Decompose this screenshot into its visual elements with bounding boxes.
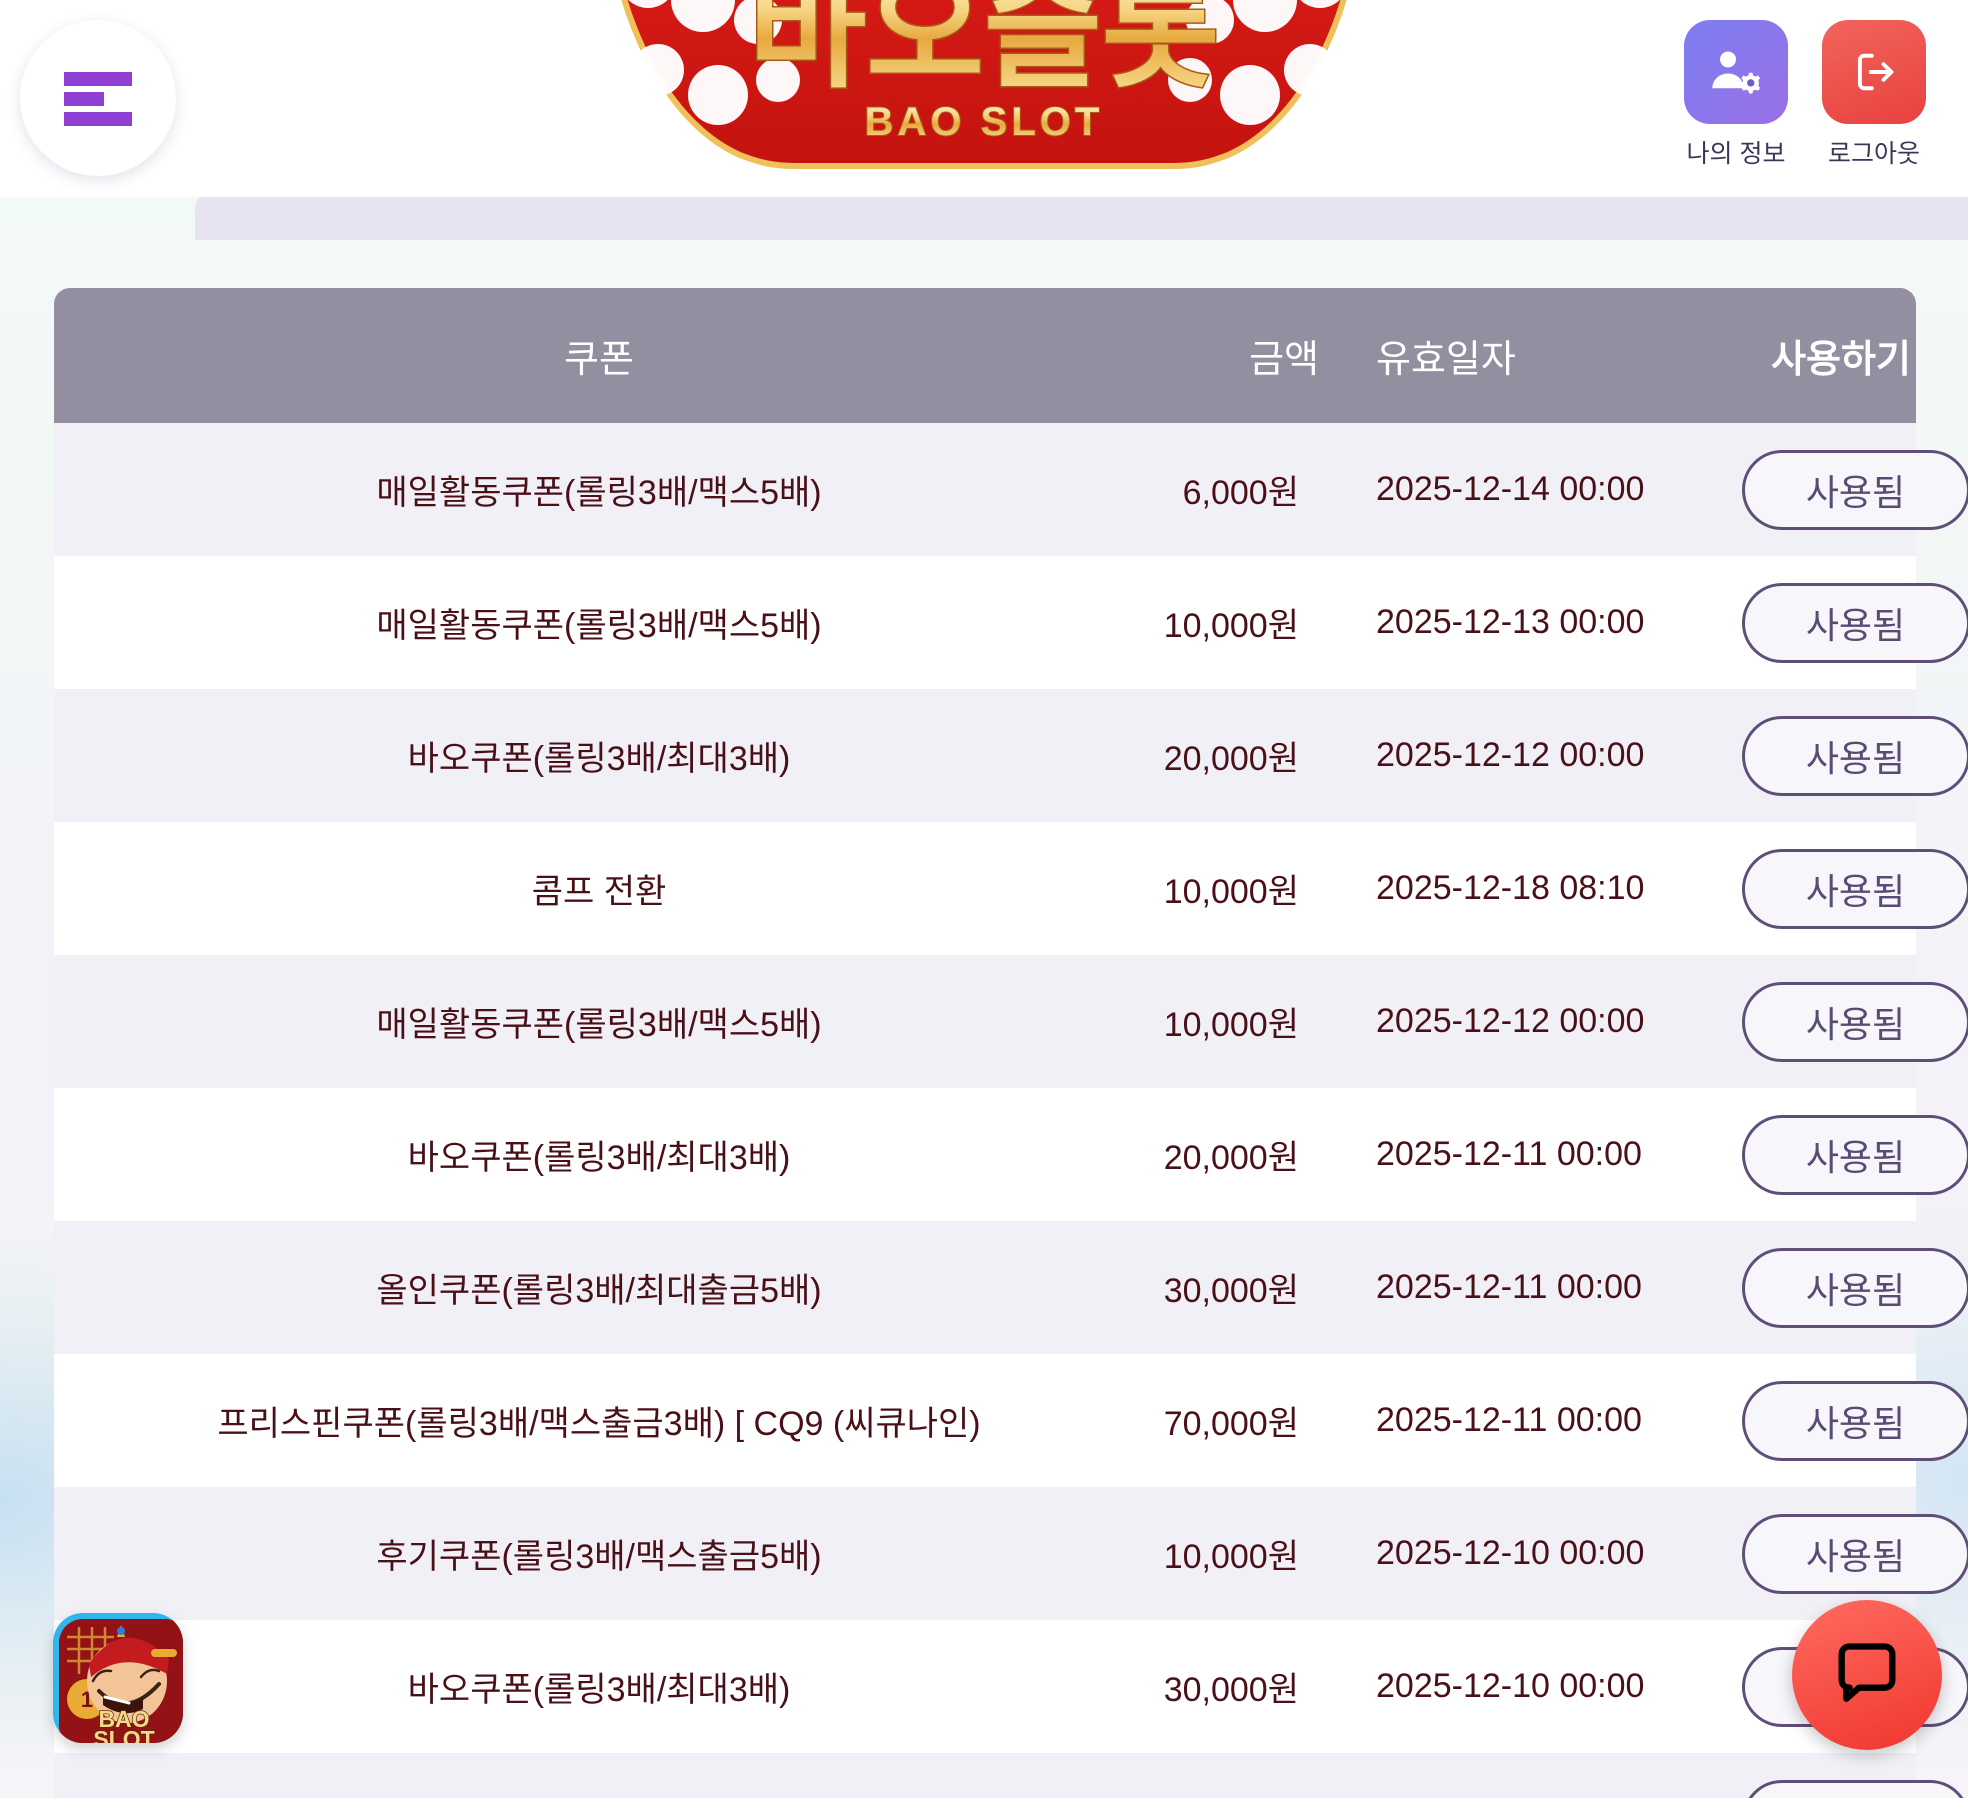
svg-text:SLOT: SLOT xyxy=(93,1726,154,1743)
svg-text:바오슬롯: 바오슬롯 xyxy=(748,0,1219,103)
svg-text:BAO SLOT: BAO SLOT xyxy=(865,100,1104,144)
